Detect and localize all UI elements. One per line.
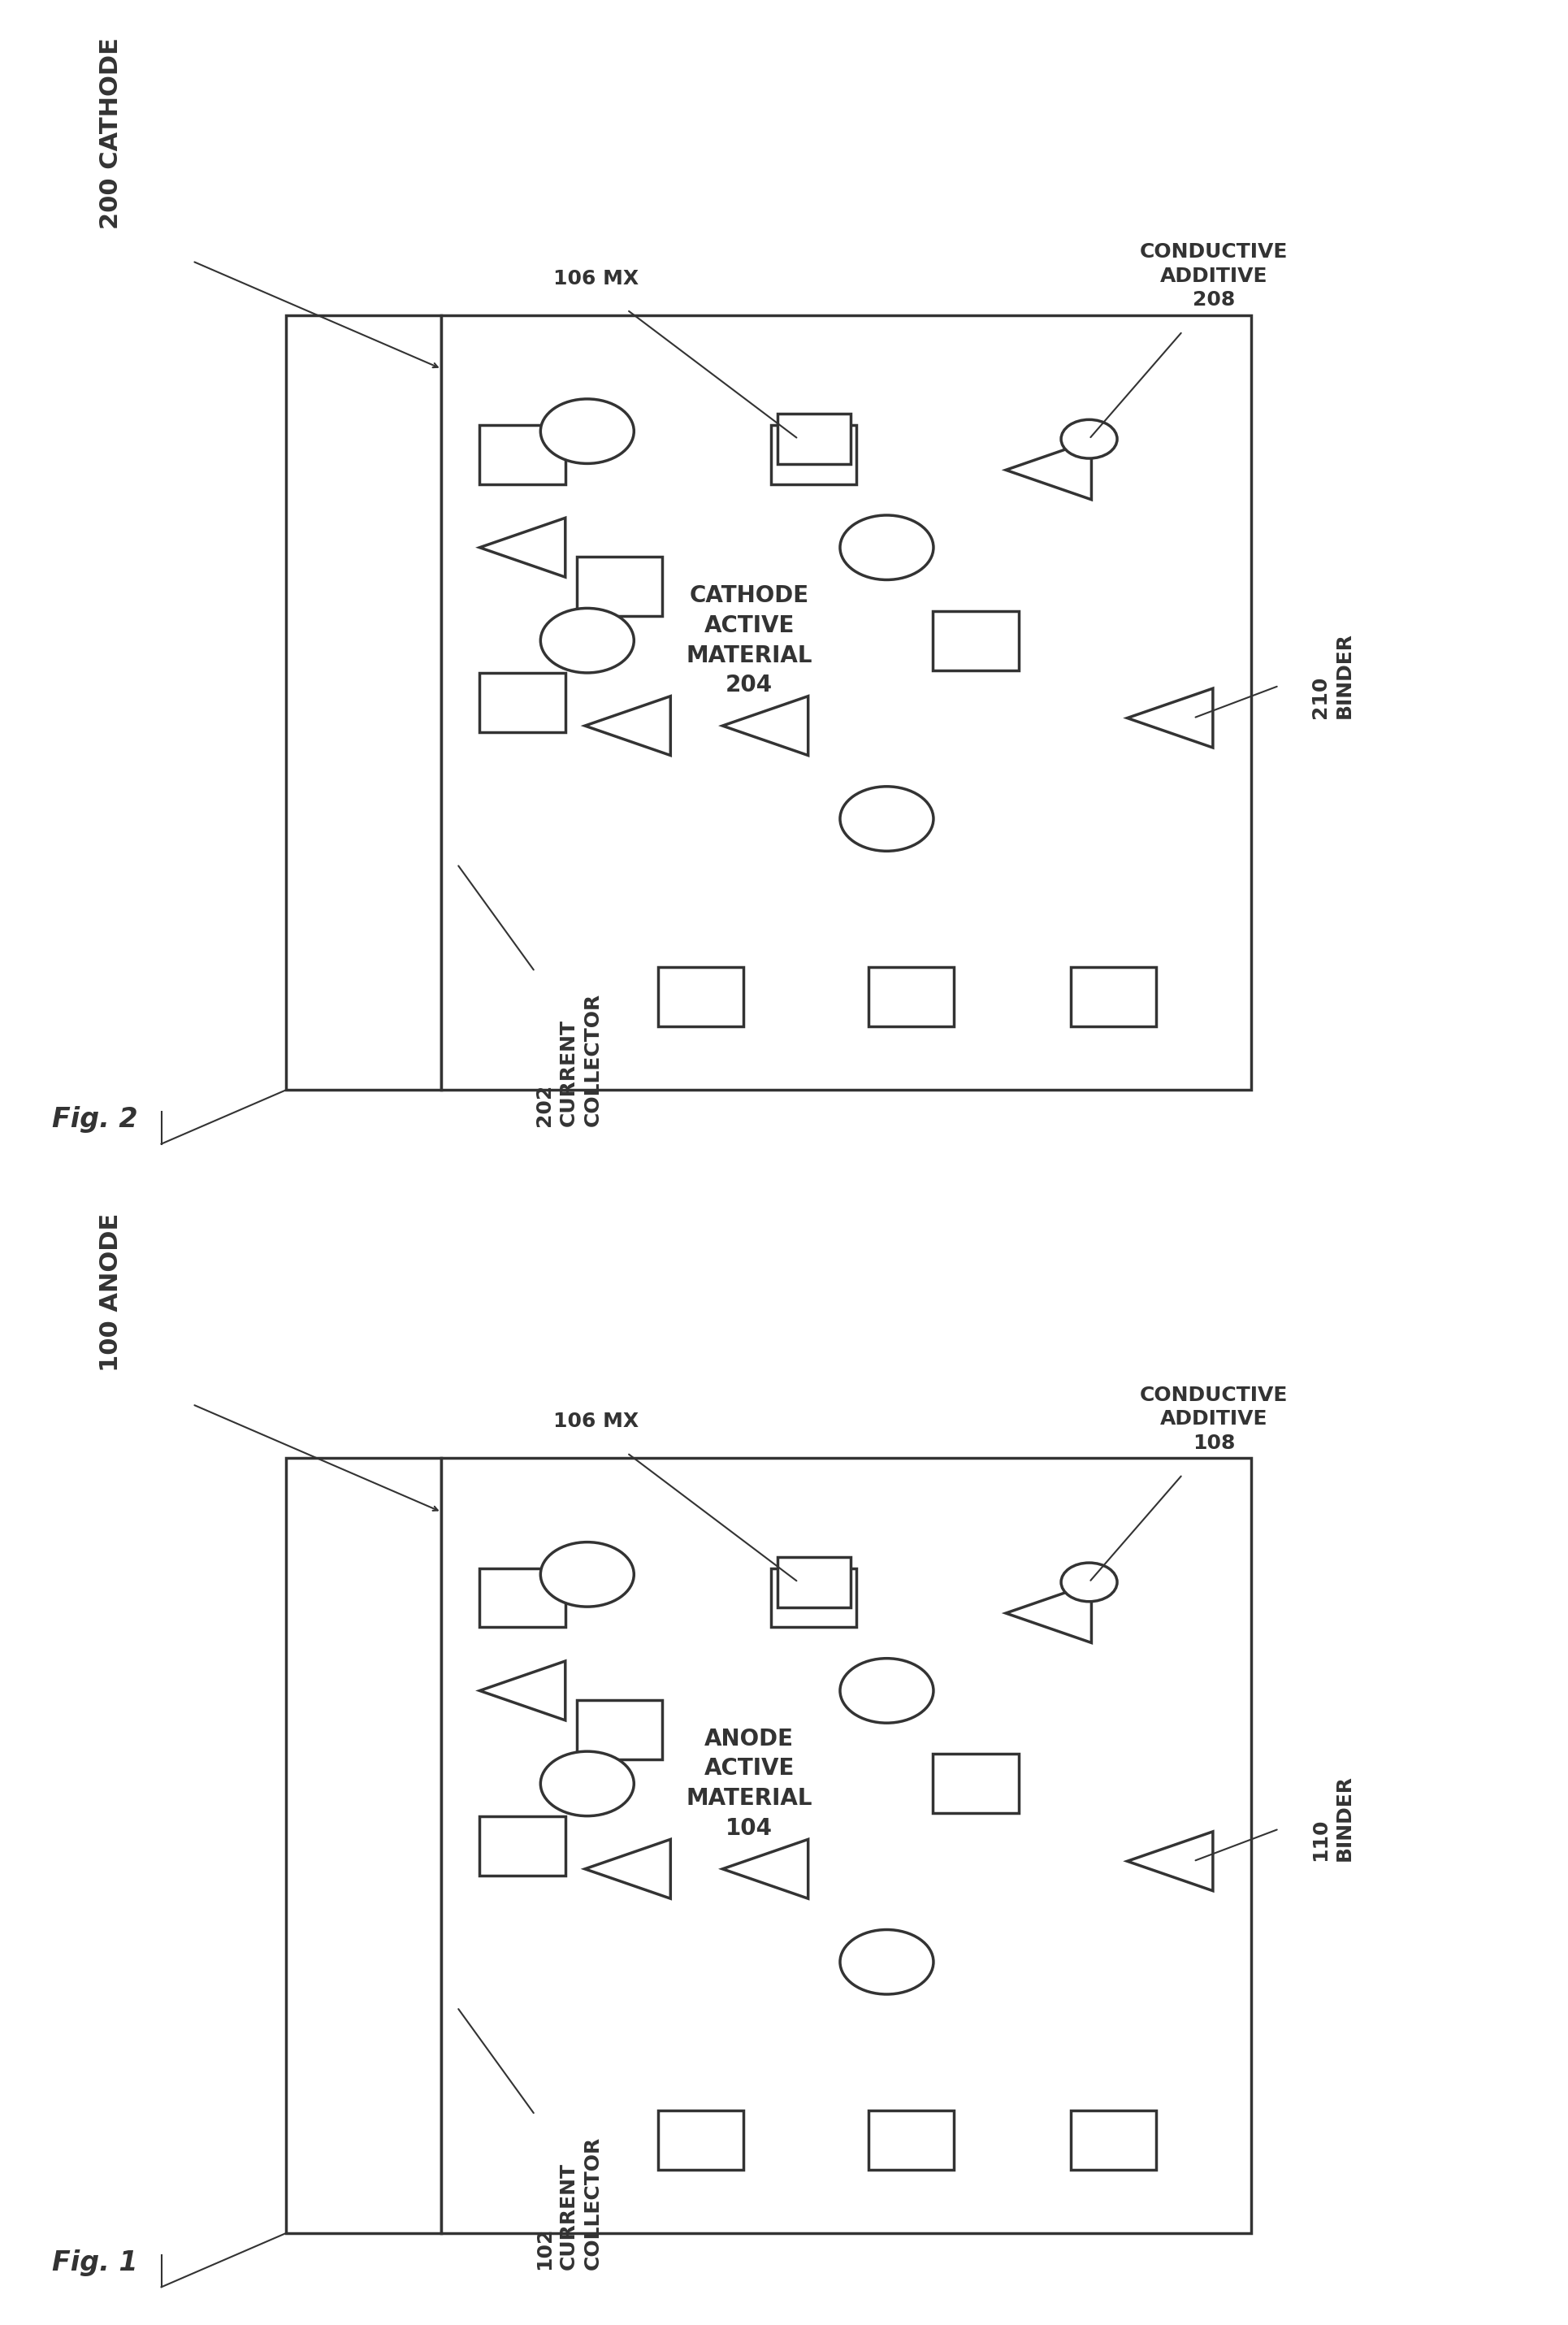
Text: 210
BINDER: 210 BINDER	[1311, 632, 1353, 718]
Polygon shape	[723, 1839, 808, 1900]
Bar	[869, 967, 953, 1028]
Bar	[778, 1558, 850, 1607]
FancyBboxPatch shape	[285, 1458, 442, 2234]
Bar	[480, 672, 566, 732]
Text: 102
CURRENT
COLLECTOR: 102 CURRENT COLLECTOR	[535, 2137, 602, 2269]
Circle shape	[840, 516, 933, 579]
Bar	[657, 2111, 743, 2169]
Text: CONDUCTIVE
ADDITIVE
108: CONDUCTIVE ADDITIVE 108	[1140, 1386, 1287, 1453]
Text: Fig. 2: Fig. 2	[52, 1107, 138, 1132]
Text: 110
BINDER: 110 BINDER	[1311, 1774, 1353, 1862]
Circle shape	[840, 786, 933, 851]
Bar	[933, 611, 1019, 670]
Text: ANODE
ACTIVE
MATERIAL
104: ANODE ACTIVE MATERIAL 104	[685, 1727, 812, 1839]
Text: 106 MX: 106 MX	[554, 270, 638, 288]
Polygon shape	[480, 518, 566, 577]
Polygon shape	[585, 695, 671, 756]
Circle shape	[541, 609, 633, 672]
Polygon shape	[585, 1839, 671, 1900]
Text: 202
CURRENT
COLLECTOR: 202 CURRENT COLLECTOR	[535, 993, 602, 1128]
Circle shape	[840, 1658, 933, 1723]
Bar	[577, 1700, 662, 1760]
Polygon shape	[1005, 439, 1091, 500]
Polygon shape	[1005, 1583, 1091, 1644]
Polygon shape	[1127, 1832, 1214, 1890]
Circle shape	[541, 1751, 633, 1816]
Circle shape	[541, 400, 633, 463]
Bar	[577, 556, 662, 616]
Text: Fig. 1: Fig. 1	[52, 2251, 138, 2276]
Bar	[1071, 967, 1156, 1028]
Bar	[480, 1816, 566, 1876]
Bar	[933, 1753, 1019, 1813]
Bar	[480, 1567, 566, 1627]
FancyBboxPatch shape	[285, 314, 442, 1090]
Polygon shape	[1127, 688, 1214, 749]
Bar	[771, 425, 856, 484]
Bar	[869, 2111, 953, 2169]
FancyBboxPatch shape	[442, 314, 1251, 1090]
Polygon shape	[723, 695, 808, 756]
Circle shape	[1062, 1562, 1116, 1602]
Circle shape	[840, 1930, 933, 1995]
Bar	[778, 414, 850, 465]
Bar	[657, 967, 743, 1028]
Text: CONDUCTIVE
ADDITIVE
208: CONDUCTIVE ADDITIVE 208	[1140, 242, 1287, 309]
Bar	[1071, 2111, 1156, 2169]
Text: 200 CATHODE: 200 CATHODE	[99, 37, 122, 228]
Bar	[771, 1567, 856, 1627]
Bar	[480, 425, 566, 484]
Circle shape	[1062, 418, 1116, 458]
Text: 106 MX: 106 MX	[554, 1411, 638, 1432]
FancyBboxPatch shape	[442, 1458, 1251, 2234]
Circle shape	[541, 1541, 633, 1607]
Text: 100 ANODE: 100 ANODE	[99, 1214, 122, 1372]
Text: CATHODE
ACTIVE
MATERIAL
204: CATHODE ACTIVE MATERIAL 204	[685, 584, 812, 697]
Polygon shape	[480, 1660, 566, 1720]
